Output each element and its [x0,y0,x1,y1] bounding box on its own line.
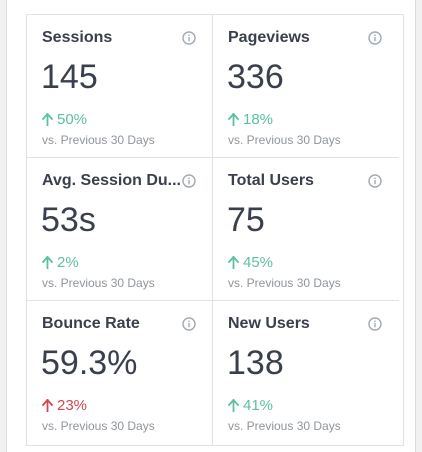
stat-change-value: 18% [243,111,274,128]
stat-value: 59.3% [41,344,138,382]
stat-value: 145 [41,58,98,96]
info-icon[interactable] [182,317,196,331]
stat-tile-total-users: Total Users 75 45% vs. Previous 30 Days [213,158,399,301]
stat-compare-label: vs. Previous 30 Days [42,133,155,147]
arrow-up-icon [42,113,53,126]
stat-tile-new-users: New Users 138 41% vs. Previous 30 Days [213,301,399,445]
stat-change-value: 41% [243,397,274,414]
arrow-up-icon [42,256,53,269]
stat-change: 45% [228,254,273,271]
stat-change-value: 23% [57,397,88,414]
stat-change-value: 45% [243,254,274,271]
stat-label: Bounce Rate [42,315,140,332]
stat-label: Avg. Session Du... [42,172,181,189]
arrow-up-icon [42,399,53,412]
stat-change: 41% [228,397,273,414]
stat-label: Total Users [228,172,314,189]
info-icon[interactable] [368,31,382,45]
arrow-up-icon [228,256,239,269]
stat-change: 18% [228,111,273,128]
stat-value: 138 [227,344,284,382]
stat-compare-label: vs. Previous 30 Days [228,419,341,433]
stat-compare-label: vs. Previous 30 Days [228,276,341,290]
stat-change: 50% [42,111,87,128]
stat-label: Sessions [42,29,113,46]
stat-label: Pageviews [228,29,310,46]
stat-compare-label: vs. Previous 30 Days [228,133,341,147]
info-icon[interactable] [368,174,382,188]
stat-tile-pageviews: Pageviews 336 18% vs. Previous 30 Days [213,15,399,158]
stat-compare-label: vs. Previous 30 Days [42,276,155,290]
stat-compare-label: vs. Previous 30 Days [42,419,155,433]
stats-grid: Sessions 145 50% vs. Previous 30 Days Pa… [26,14,404,446]
arrow-up-icon [228,399,239,412]
stat-change-value: 50% [57,111,88,128]
info-icon[interactable] [182,31,196,45]
stat-label: New Users [228,315,310,332]
stat-change: 2% [42,254,79,271]
stats-panel: Sessions 145 50% vs. Previous 30 Days Pa… [6,0,416,452]
stat-value: 53s [41,201,96,239]
stat-value: 336 [227,58,284,96]
stat-tile-sessions: Sessions 145 50% vs. Previous 30 Days [27,15,213,158]
stat-change-value: 2% [57,254,79,271]
stat-value: 75 [227,201,265,239]
stat-tile-avg-session-duration: Avg. Session Du... 53s 2% vs. Previous 3… [27,158,213,301]
info-icon[interactable] [368,317,382,331]
stat-tile-bounce-rate: Bounce Rate 59.3% 23% vs. Previous 30 Da… [27,301,213,445]
stat-change: 23% [42,397,87,414]
arrow-up-icon [228,113,239,126]
info-icon[interactable] [182,174,196,188]
